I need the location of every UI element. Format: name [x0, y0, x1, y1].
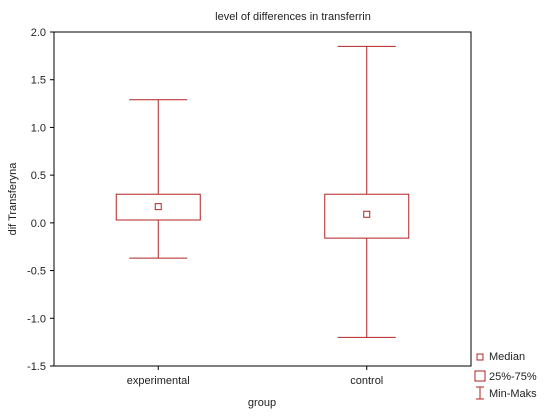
- legend-label: Min-Maks: [489, 388, 537, 400]
- x-tick-label-experimental: experimental: [127, 375, 190, 387]
- legend-label: Median: [489, 351, 525, 363]
- box-experimental: [115, 99, 201, 259]
- y-tick-label: 0.5: [31, 170, 46, 182]
- y-axis-label: dif Transferyna: [7, 162, 19, 236]
- y-tick-label: 0.0: [31, 218, 46, 230]
- y-tick-label: 2.0: [31, 27, 46, 39]
- box-series: [115, 45, 410, 338]
- x-axis-ticks: experimental control: [127, 366, 383, 387]
- legend: Median 25%-75% Min-Maks: [474, 351, 537, 400]
- x-axis-label: group: [248, 397, 276, 409]
- x-tick-label-control: control: [350, 375, 383, 387]
- chart-title: level of differences in transferrin: [215, 11, 371, 23]
- median-marker: [154, 203, 162, 211]
- y-tick-label: 1.5: [31, 75, 46, 87]
- y-tick-label: 1.0: [31, 122, 46, 134]
- median-marker: [363, 210, 371, 218]
- y-tick-label: -1.5: [27, 361, 46, 373]
- plot-frame: [53, 31, 472, 367]
- legend-box-symbol: [474, 370, 486, 382]
- y-tick-label: -0.5: [27, 266, 46, 278]
- y-tick-label: -1.0: [27, 313, 46, 325]
- y-axis-ticks: 2.0 1.5 1.0 0.5 0.0 -0.5 -1.0 -1.5: [27, 27, 54, 373]
- box-control: [324, 45, 410, 338]
- legend-median-symbol: [476, 353, 484, 361]
- legend-label: 25%-75%: [489, 371, 537, 383]
